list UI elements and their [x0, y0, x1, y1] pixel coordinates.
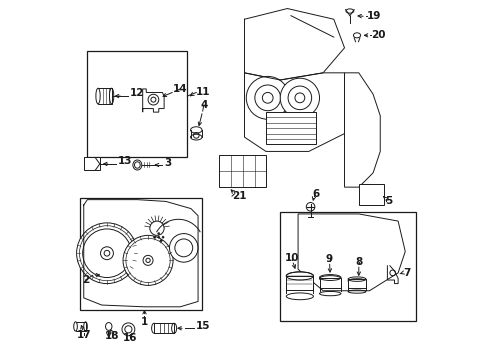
Ellipse shape	[190, 127, 202, 133]
Text: 15: 15	[196, 321, 210, 331]
Text: 1: 1	[141, 317, 148, 327]
Bar	[154, 323, 174, 333]
Text: 2: 2	[82, 275, 89, 285]
Ellipse shape	[285, 272, 313, 280]
Circle shape	[246, 76, 288, 119]
Text: 11: 11	[196, 87, 210, 98]
Text: 10: 10	[285, 253, 299, 263]
Bar	[285, 276, 313, 289]
Text: 20: 20	[370, 30, 385, 40]
Circle shape	[122, 323, 135, 336]
Text: 5: 5	[385, 197, 392, 206]
Bar	[219, 155, 265, 187]
Text: 17: 17	[76, 330, 91, 341]
Circle shape	[162, 236, 164, 238]
Polygon shape	[142, 89, 164, 112]
Bar	[265, 112, 315, 144]
Circle shape	[153, 236, 155, 238]
Ellipse shape	[151, 323, 156, 333]
Bar	[319, 278, 340, 288]
Text: 8: 8	[354, 257, 362, 267]
Text: 12: 12	[130, 88, 144, 98]
Ellipse shape	[96, 88, 100, 104]
Circle shape	[157, 236, 160, 238]
Ellipse shape	[74, 322, 77, 331]
Bar	[358, 184, 383, 205]
Bar	[83, 157, 100, 170]
Polygon shape	[344, 73, 380, 187]
Text: 19: 19	[366, 12, 381, 21]
Text: 4: 4	[201, 100, 208, 110]
Bar	[87, 51, 187, 157]
Ellipse shape	[347, 279, 365, 283]
Text: 7: 7	[403, 268, 410, 278]
Text: 18: 18	[105, 331, 120, 341]
Circle shape	[77, 223, 137, 284]
Bar	[347, 279, 365, 288]
Circle shape	[169, 234, 198, 262]
Polygon shape	[244, 73, 344, 152]
Text: 21: 21	[231, 191, 246, 201]
Ellipse shape	[105, 323, 112, 330]
Text: 3: 3	[164, 158, 171, 168]
Text: 13: 13	[118, 157, 132, 166]
Circle shape	[160, 240, 162, 242]
Polygon shape	[298, 214, 405, 291]
Ellipse shape	[319, 276, 340, 282]
Text: 9: 9	[325, 254, 332, 264]
Text: 6: 6	[312, 189, 319, 199]
Bar	[80, 198, 201, 310]
Text: 16: 16	[122, 333, 137, 343]
Text: 14: 14	[173, 84, 187, 94]
Circle shape	[148, 94, 159, 105]
Circle shape	[157, 233, 160, 235]
Bar	[75, 322, 85, 331]
Ellipse shape	[133, 160, 142, 170]
Circle shape	[305, 203, 314, 211]
Bar	[98, 88, 111, 104]
Bar	[280, 212, 415, 321]
Circle shape	[280, 78, 319, 117]
Circle shape	[123, 235, 173, 285]
